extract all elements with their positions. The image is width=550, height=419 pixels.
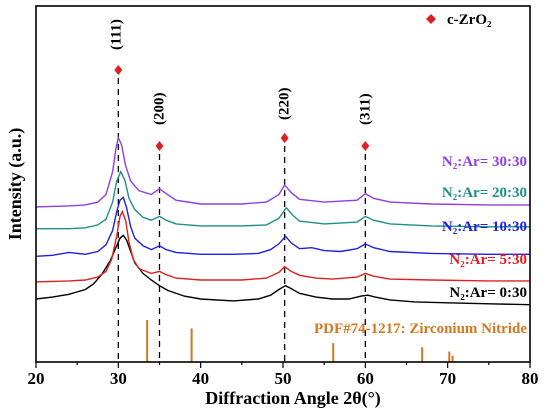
x-tick-label-5: 70 xyxy=(439,369,456,388)
legend-marker xyxy=(426,14,436,24)
series-line-2 xyxy=(35,196,530,257)
peak-label-1: (200) xyxy=(152,93,168,126)
x-axis-title: Diffraction Angle 2θ(°) xyxy=(205,388,381,409)
x-tick-label-0: 20 xyxy=(28,369,45,388)
c-zro2-marker-2 xyxy=(280,133,289,143)
peak-label-0: (111) xyxy=(108,19,124,50)
series-label-1: N₂:Ar= 5:30 xyxy=(449,252,527,268)
c-zro2-marker-0 xyxy=(114,65,123,75)
series-label-4: N₂:Ar= 30:30 xyxy=(442,154,527,170)
c-zro2-marker-3 xyxy=(361,141,370,151)
y-axis-title: Intensity (a.u.) xyxy=(5,128,26,241)
x-tick-label-2: 40 xyxy=(192,369,209,388)
x-tick-label-4: 60 xyxy=(357,369,374,388)
reference-label: PDF#74-1217: Zirconium Nitride xyxy=(314,321,527,337)
peak-label-3: (311) xyxy=(357,93,373,125)
series-line-4 xyxy=(35,135,530,208)
series-label-2: N₂:Ar= 10:30 xyxy=(442,219,527,235)
legend-label: c-ZrO₂ xyxy=(447,12,492,28)
x-tick-label-1: 30 xyxy=(110,369,127,388)
series-line-1 xyxy=(35,209,530,283)
series-label-3: N₂:Ar= 20:30 xyxy=(442,185,527,201)
plot-frame xyxy=(35,5,531,363)
series-line-3 xyxy=(36,170,530,230)
c-zro2-marker-1 xyxy=(155,141,164,151)
x-tick-label-6: 80 xyxy=(522,369,539,388)
series-label-0: N₂:Ar= 0:30 xyxy=(449,285,527,301)
peak-label-2: (220) xyxy=(277,88,293,121)
x-tick-label-3: 50 xyxy=(275,369,292,388)
